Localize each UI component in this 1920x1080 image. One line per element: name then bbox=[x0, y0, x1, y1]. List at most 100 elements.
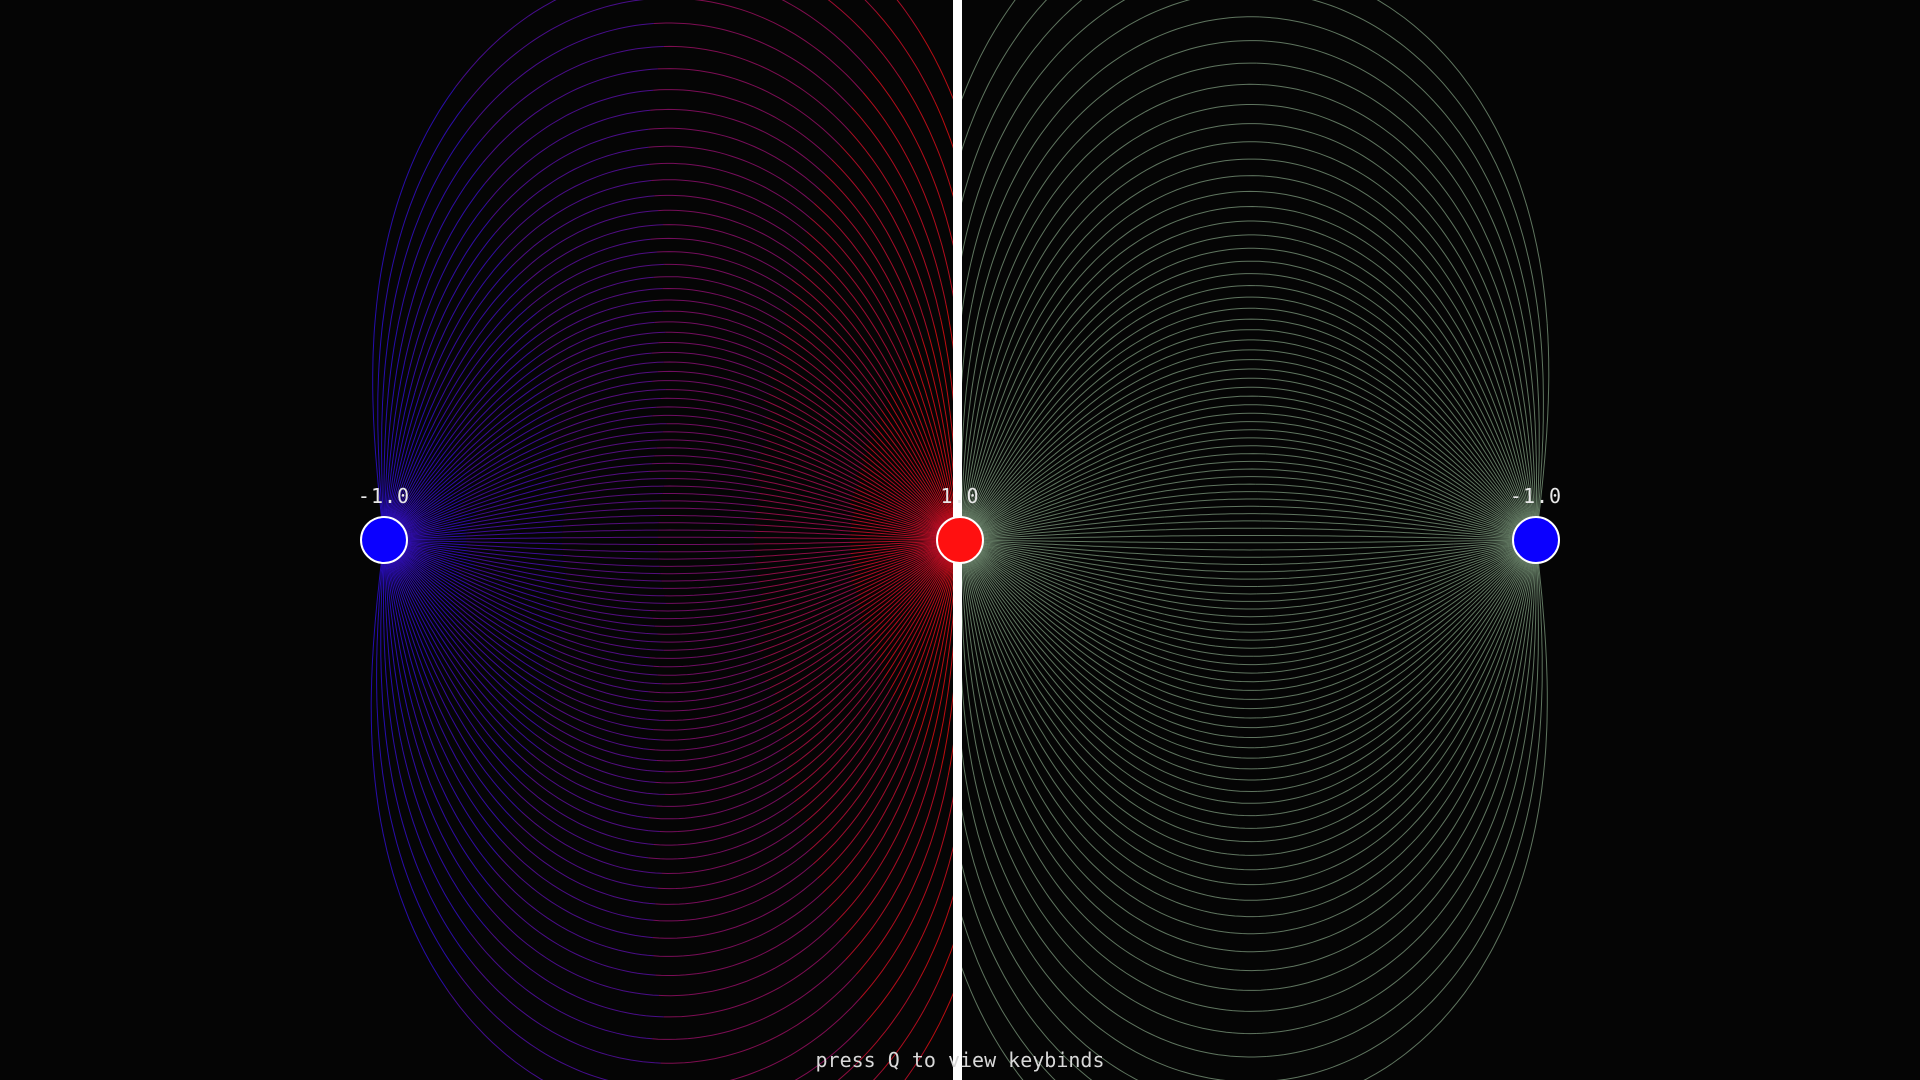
field-line bbox=[896, 0, 920, 32]
field-line bbox=[1364, 619, 1457, 688]
field-line bbox=[1151, 703, 1269, 729]
field-line bbox=[562, 549, 659, 553]
field-line bbox=[968, 550, 1052, 639]
field-line bbox=[779, 362, 874, 439]
field-line bbox=[988, 756, 992, 858]
field-line bbox=[562, 431, 663, 451]
field-line bbox=[1125, 234, 1267, 279]
field-line bbox=[649, 470, 752, 480]
field-line bbox=[380, 548, 390, 758]
field-line bbox=[658, 556, 755, 560]
field-line bbox=[1265, 713, 1382, 759]
field-line bbox=[481, 46, 664, 140]
field-line bbox=[971, 474, 1064, 533]
field-line bbox=[966, 551, 1040, 671]
field-lines-left-panel bbox=[370, 0, 992, 1080]
field-line bbox=[441, 663, 530, 778]
field-line bbox=[1153, 662, 1260, 683]
field-line bbox=[539, 716, 657, 761]
field-line bbox=[653, 863, 814, 922]
field-line bbox=[1139, 716, 1255, 749]
field-line bbox=[385, 543, 435, 661]
field-line bbox=[794, 695, 894, 816]
field-line bbox=[1165, 554, 1262, 558]
field-line bbox=[1485, 419, 1535, 537]
field-line bbox=[839, 144, 935, 325]
field-line bbox=[851, 541, 947, 558]
field-line bbox=[1126, 773, 1256, 817]
field-line bbox=[386, 545, 436, 643]
negative-charge-right[interactable] bbox=[1512, 516, 1560, 564]
field-line bbox=[1156, 632, 1258, 649]
field-line bbox=[962, 676, 975, 776]
field-line bbox=[962, 553, 1013, 721]
field-line bbox=[773, 386, 868, 453]
field-line bbox=[1484, 437, 1534, 535]
field-line bbox=[1371, 585, 1467, 639]
field-line bbox=[750, 478, 851, 505]
field-line bbox=[1259, 437, 1360, 457]
field-line bbox=[968, 550, 1048, 643]
field-line bbox=[1259, 339, 1374, 378]
field-line bbox=[757, 560, 853, 577]
field-line bbox=[1066, 566, 1161, 588]
field-line bbox=[965, 781, 1058, 988]
field-line bbox=[1363, 600, 1457, 657]
field-line bbox=[1354, 556, 1450, 573]
field-line bbox=[1401, 653, 1488, 777]
field-line bbox=[971, 105, 1065, 305]
field-line bbox=[882, 978, 941, 1071]
field-line bbox=[918, 581, 953, 736]
field-line bbox=[850, 526, 947, 539]
field-line bbox=[962, 808, 1053, 1012]
field-line bbox=[861, 458, 950, 532]
field-line bbox=[1473, 91, 1548, 324]
field-line bbox=[1037, 310, 1134, 410]
field-line bbox=[1258, 571, 1355, 580]
field-line bbox=[468, 550, 564, 562]
field-line bbox=[653, 22, 852, 108]
field-line bbox=[1254, 359, 1364, 391]
field-line bbox=[1035, 297, 1135, 402]
field-line bbox=[1028, 277, 1127, 392]
positive-charge-center[interactable] bbox=[936, 516, 984, 564]
field-line bbox=[934, 101, 953, 149]
field-line bbox=[1270, 592, 1372, 610]
field-line bbox=[419, 690, 504, 843]
field-line bbox=[1271, 846, 1426, 934]
field-line bbox=[1256, 62, 1434, 153]
field-line bbox=[505, 180, 652, 257]
field-line bbox=[921, 337, 953, 490]
field-line bbox=[962, 915, 986, 979]
field-line bbox=[852, 515, 947, 538]
field-line bbox=[1060, 421, 1157, 472]
field-line bbox=[1165, 548, 1262, 551]
field-line bbox=[554, 361, 664, 394]
field-line bbox=[1384, 345, 1475, 444]
field-line bbox=[1069, 575, 1170, 602]
field-line bbox=[462, 577, 558, 617]
field-line bbox=[851, 523, 947, 539]
field-line bbox=[985, 755, 1081, 936]
field-line bbox=[434, 683, 523, 813]
field-line bbox=[661, 821, 806, 875]
negative-charge-left[interactable] bbox=[360, 516, 408, 564]
field-line bbox=[968, 440, 1051, 530]
field-line bbox=[469, 513, 565, 528]
field-line bbox=[1477, 415, 1535, 536]
field-line bbox=[969, 549, 1054, 629]
field-line bbox=[466, 583, 561, 624]
field-line bbox=[755, 511, 852, 525]
field-line bbox=[868, 441, 952, 530]
field-line bbox=[755, 553, 851, 564]
field-line bbox=[1381, 625, 1472, 715]
charge-value-label-left: -1.0 bbox=[357, 484, 411, 508]
field-line bbox=[852, 542, 947, 566]
field-line bbox=[568, 485, 664, 496]
field-line bbox=[853, 512, 947, 537]
field-line bbox=[1168, 600, 1271, 610]
field-line bbox=[385, 547, 425, 687]
field-line bbox=[1114, 205, 1259, 259]
